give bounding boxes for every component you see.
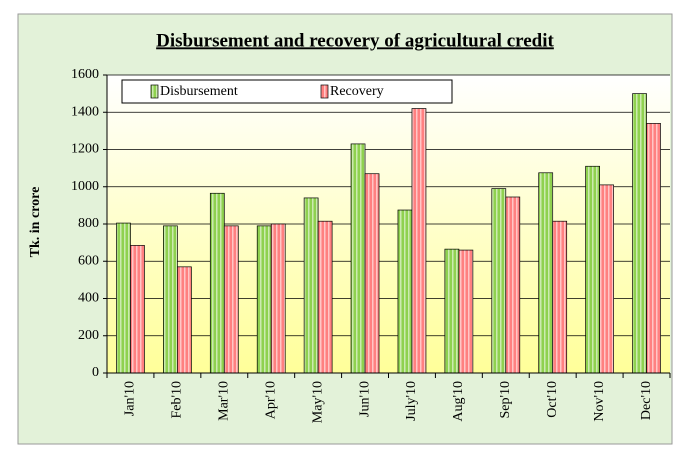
x-tick-label: Mar'10 <box>217 381 232 421</box>
x-tick-label: Dec'10 <box>639 381 654 420</box>
y-tick-label: 400 <box>78 291 99 306</box>
bar <box>303 197 319 374</box>
x-tick-label: Apr'10 <box>263 381 278 419</box>
bar <box>632 93 647 374</box>
bar <box>209 192 225 374</box>
y-tick-label: 1200 <box>71 142 99 157</box>
bar <box>505 196 521 374</box>
x-tick-label: Oct'10 <box>545 381 560 418</box>
bar <box>458 249 474 374</box>
bar <box>646 123 661 374</box>
legend-box <box>121 79 453 104</box>
legend-label: Recovery <box>330 84 384 99</box>
x-tick-label: Nov'10 <box>592 381 607 422</box>
y-tick-label: 1400 <box>71 104 99 119</box>
bar <box>130 245 145 374</box>
bar <box>552 220 568 374</box>
y-tick-label: 1600 <box>71 67 99 82</box>
y-tick-label: 1000 <box>71 179 99 194</box>
bar <box>411 108 427 374</box>
chart-title: Disbursement and recovery of agricultura… <box>156 30 554 51</box>
bar <box>599 184 614 374</box>
x-tick-label: Aug'10 <box>451 381 466 422</box>
legend-label: Disbursement <box>160 84 238 99</box>
bar <box>317 220 333 374</box>
x-tick-label: Feb'10 <box>170 381 185 419</box>
bar <box>163 225 178 374</box>
x-tick-label: Jan'10 <box>123 381 138 416</box>
bar <box>444 248 460 374</box>
legend-swatch <box>320 84 329 99</box>
bar <box>585 165 600 374</box>
bar <box>223 225 239 374</box>
legend-swatch <box>150 84 159 99</box>
bar <box>491 188 507 374</box>
bar <box>270 223 286 374</box>
bar <box>116 222 131 374</box>
bar <box>364 173 380 374</box>
y-tick-label: 600 <box>78 253 99 268</box>
y-tick-label: 0 <box>92 365 99 380</box>
x-tick-label: May'10 <box>310 381 325 423</box>
y-tick-label: 200 <box>78 328 99 343</box>
bar <box>177 266 192 374</box>
x-tick-label: July'10 <box>404 381 419 421</box>
bar <box>256 225 272 374</box>
bar <box>350 143 366 374</box>
bar <box>397 209 413 374</box>
y-tick-label: 800 <box>78 216 99 231</box>
bar <box>538 172 554 374</box>
x-tick-label: Jun'10 <box>357 381 372 417</box>
x-tick-label: Sep'10 <box>498 381 513 419</box>
y-axis-label: Tk. in crore <box>28 187 43 258</box>
